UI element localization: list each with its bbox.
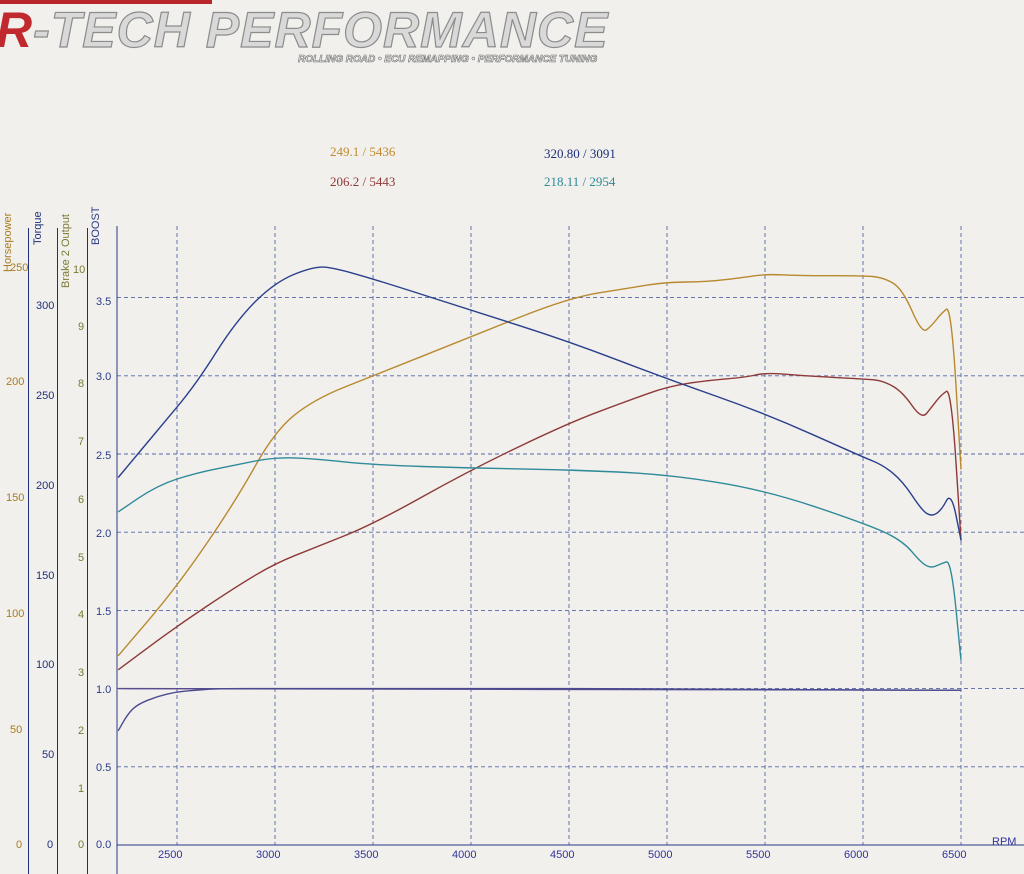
brake-tick-label: 6 xyxy=(78,494,85,506)
hp-tick-label: 0 xyxy=(16,839,23,851)
rpm-tick-label: 4000 xyxy=(452,849,477,861)
gridlines xyxy=(117,226,1024,845)
hp-tick-label: 100 xyxy=(6,608,25,620)
series-line-2 xyxy=(117,372,962,671)
brake-tick-label: 2 xyxy=(78,725,85,737)
torque-axis-line xyxy=(28,228,29,874)
boost-tick-label: 0.0 xyxy=(96,839,112,851)
series-line-3 xyxy=(117,266,962,541)
boost-tick-label: 1.5 xyxy=(96,606,112,618)
brake-tick-label: 9 xyxy=(78,321,85,333)
brake-tick-label: 1 xyxy=(78,783,85,795)
brand-title: R-TECH PERFORMANCE xyxy=(0,1,609,58)
brake-tick-label: 0 xyxy=(78,839,85,851)
torque-tick-label: 150 xyxy=(36,570,55,582)
boost-axis-line xyxy=(87,228,88,874)
torque-tick-label: 250 xyxy=(36,390,55,402)
torque-tick-label: 50 xyxy=(42,749,55,761)
brand-accent-bar xyxy=(0,0,212,4)
brake-tick-label: 4 xyxy=(78,609,85,621)
series-line-6 xyxy=(117,687,961,732)
boost-tick-label: 2.5 xyxy=(96,450,112,462)
series-line-4 xyxy=(117,457,962,661)
brake-output-axis-line xyxy=(57,228,58,874)
rpm-tick-label: 4500 xyxy=(550,849,575,861)
torque-tick-label: 300 xyxy=(36,300,55,312)
rpm-tick-label: 5500 xyxy=(746,849,771,861)
header: R-TECH PERFORMANCE ROLLING ROAD • ECU RE… xyxy=(0,0,1024,80)
readout-wheel-torque-peak: 218.11 / 2954 xyxy=(544,174,616,189)
boost-tick-label: 3.0 xyxy=(96,371,112,383)
hp-tick-label: 50 xyxy=(10,724,23,736)
boost-tick-label: 2.0 xyxy=(96,528,112,540)
curves xyxy=(117,266,962,732)
rpm-tick-label: 2500 xyxy=(158,849,183,861)
brake-tick-label: 3 xyxy=(78,667,85,679)
hp-tick-label: 200 xyxy=(6,376,25,388)
boost-tick-label: 0.5 xyxy=(96,762,112,774)
brake-tick-label: 7 xyxy=(78,436,85,448)
torque-tick-label: 100 xyxy=(36,659,55,671)
brand-title-rest: -TECH PERFORMANCE xyxy=(33,1,609,58)
series-line-1 xyxy=(117,273,962,657)
readout-horsepower-peak: 249.1 / 5436 xyxy=(330,144,396,159)
hp-tick-label: 250 xyxy=(10,262,29,274)
rpm-axis-title: RPM xyxy=(992,836,1017,848)
rpm-tick-label: 5000 xyxy=(648,849,673,861)
readout-wheel-power-peak: 206.2 / 5443 xyxy=(330,174,396,189)
brand-title-r: R xyxy=(0,2,33,58)
brand-tagline: ROLLING ROAD • ECU REMAPPING • PERFORMAN… xyxy=(298,54,598,66)
readout-torque-peak: 320.80 / 3091 xyxy=(544,146,616,161)
rpm-tick-label: 3500 xyxy=(354,849,379,861)
boost-tick-label: 1.0 xyxy=(96,684,112,696)
brake-tick-label: 10 xyxy=(73,264,86,276)
boost-tick-label: 3.5 xyxy=(96,296,112,308)
rpm-tick-label: 3000 xyxy=(256,849,281,861)
rpm-tick-label: 6500 xyxy=(942,849,967,861)
brake-tick-label: 8 xyxy=(78,378,85,390)
rpm-tick-label: 6000 xyxy=(844,849,869,861)
torque-tick-label: 0 xyxy=(47,839,54,851)
torque-tick-label: 200 xyxy=(36,480,55,492)
hp-tick-label: 150 xyxy=(6,492,25,504)
brake-tick-label: 5 xyxy=(78,552,85,564)
